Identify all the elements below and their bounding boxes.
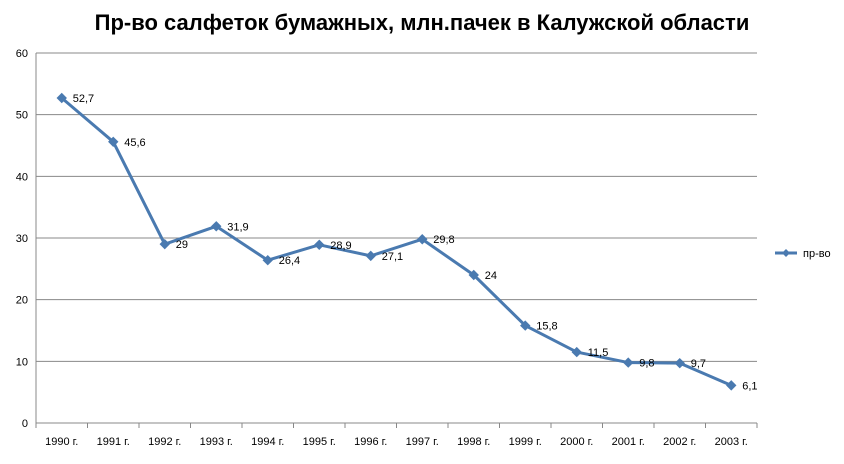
data-label: 9,8 [639,358,654,370]
data-label: 11,5 [588,347,609,359]
x-tick-label: 1994 г. [251,436,284,448]
y-tick-label: 10 [16,356,28,368]
data-point [365,250,376,262]
data-point [417,234,428,245]
y-tick-label: 50 [16,110,28,122]
y-tick-label: 40 [16,171,28,183]
data-point [56,92,67,104]
x-tick-label: 2000 г. [560,436,593,448]
x-tick-label: 1999 г. [509,436,542,448]
x-tick-label: 1992 г. [148,436,181,448]
data-label: 24 [485,270,497,282]
y-tick-label: 0 [22,418,28,430]
data-point [468,269,479,281]
data-point [262,254,273,266]
data-point [520,320,531,331]
y-tick-label: 30 [16,233,28,245]
data-label: 45,6 [124,137,145,149]
data-label: 26,4 [279,255,300,267]
data-point [623,357,634,368]
y-tick-label: 20 [16,295,28,307]
data-label: 29,8 [433,234,454,246]
data-label: 27,1 [382,251,403,263]
legend-marker [782,249,790,257]
data-label: 29 [176,239,188,251]
x-tick-label: 1993 г. [200,436,233,448]
x-tick-label: 2002 г. [663,436,696,448]
legend-label: пр-во [803,248,831,260]
x-tick-label: 2001 г. [612,436,645,448]
data-label: 6,1 [742,380,757,392]
chart-title: Пр-во салфеток бумажных, млн.пачек в Кал… [94,10,750,35]
x-tick-label: 1991 г. [97,436,130,448]
x-tick-label: 1990 г. [45,436,78,448]
y-tick-label: 60 [16,48,28,60]
x-tick-label: 2003 г. [715,436,748,448]
x-tick-label: 1995 г. [303,436,336,448]
data-point [108,136,119,148]
data-label: 28,9 [330,240,351,252]
x-tick-label: 1997 г. [406,436,439,448]
data-label: 9,7 [691,358,706,370]
x-tick-label: 1996 г. [354,436,387,448]
series-line [60,96,732,387]
data-label: 52,7 [73,93,94,105]
data-label: 15,8 [536,321,557,333]
data-label: 31,9 [227,221,248,233]
data-point [674,357,685,369]
data-point [314,239,325,250]
data-point [211,221,222,232]
x-tick-label: 1998 г. [457,436,490,448]
data-point [726,380,737,391]
data-point [159,238,170,250]
data-point [571,346,582,358]
